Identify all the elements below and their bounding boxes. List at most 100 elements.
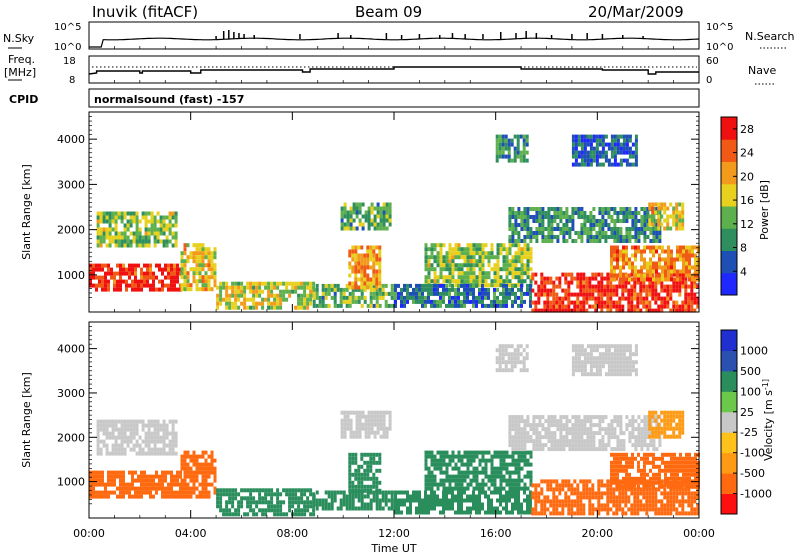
heatmap-cell — [357, 262, 360, 266]
heatmap-cell — [369, 457, 372, 461]
heatmap-cell — [470, 279, 473, 283]
heatmap-cell — [409, 499, 412, 503]
heatmap-cell — [356, 411, 359, 415]
heatmap-cell — [685, 254, 688, 258]
heatmap-cell — [446, 471, 449, 475]
heatmap-cell — [622, 258, 625, 262]
heatmap-cell — [361, 507, 364, 511]
heatmap-cell — [430, 304, 433, 308]
heatmap-cell — [380, 435, 383, 439]
heatmap-cell — [526, 139, 529, 143]
heatmap-cell — [466, 300, 469, 304]
heatmap-cell — [437, 251, 440, 255]
heatmap-cell — [380, 215, 383, 219]
heatmap-cell — [482, 487, 485, 491]
heatmap-cell — [163, 420, 166, 424]
heatmap-cell — [184, 495, 187, 499]
heatmap-cell — [555, 479, 558, 483]
heatmap-cell — [118, 436, 121, 440]
heatmap-cell — [484, 288, 487, 292]
heatmap-cell — [681, 285, 684, 289]
heatmap-cell — [472, 300, 475, 304]
heatmap-cell — [145, 432, 148, 436]
heatmap-cell — [347, 219, 350, 223]
heatmap-cell — [193, 471, 196, 475]
heatmap-cell — [458, 475, 461, 479]
heatmap-cell — [667, 274, 670, 278]
heatmap-cell — [353, 211, 356, 215]
heatmap-cell — [604, 219, 607, 223]
heatmap-cell — [600, 483, 603, 487]
heatmap-cell — [625, 250, 628, 254]
heatmap-cell — [575, 151, 578, 155]
heatmap-cell — [479, 279, 482, 283]
heatmap-cell — [193, 243, 196, 247]
heatmap-cell — [187, 271, 190, 275]
heatmap-cell — [482, 451, 485, 455]
heatmap-cell — [587, 139, 590, 143]
heatmap-cell — [687, 297, 690, 301]
heatmap-cell — [631, 266, 634, 270]
heatmap-cell — [228, 306, 231, 310]
heatmap-cell — [118, 448, 121, 452]
heatmap-cell — [478, 495, 481, 499]
heatmap-cell — [412, 491, 415, 495]
heatmap-cell — [158, 280, 161, 284]
heatmap-cell — [555, 277, 558, 281]
heatmap-cell — [594, 289, 597, 293]
heatmap-cell — [113, 471, 116, 475]
heatmap-cell — [107, 288, 110, 292]
heatmap-cell — [136, 420, 139, 424]
heatmap-cell — [687, 305, 690, 309]
heatmap-cell — [470, 483, 473, 487]
heatmap-cell — [476, 475, 479, 479]
heatmap-cell — [573, 293, 576, 297]
heatmap-cell — [437, 451, 440, 455]
heatmap-cell — [655, 465, 658, 469]
heatmap-cell — [143, 272, 146, 276]
heatmap-cell — [479, 459, 482, 463]
heatmap-cell — [255, 282, 258, 286]
heatmap-cell — [151, 212, 154, 216]
heatmap-cell — [328, 503, 331, 507]
heatmap-cell — [508, 511, 511, 515]
heatmap-cell — [579, 293, 582, 297]
heatmap-cell — [588, 511, 591, 515]
heatmap-cell — [649, 239, 652, 243]
heatmap-cell — [467, 483, 470, 487]
heatmap-cell — [478, 499, 481, 503]
heatmap-cell — [303, 302, 306, 306]
heatmap-cell — [597, 285, 600, 289]
heatmap-cell — [353, 431, 356, 435]
heatmap-cell — [143, 280, 146, 284]
heatmap-cell — [341, 435, 344, 439]
heatmap-cell — [359, 203, 362, 207]
heatmap-cell — [538, 231, 541, 235]
heatmap-cell — [517, 511, 520, 515]
heatmap-cell — [606, 499, 609, 503]
heatmap-cell — [368, 211, 371, 215]
heatmap-cell — [491, 279, 494, 283]
heatmap-cell — [155, 264, 158, 268]
heatmap-cell — [234, 306, 237, 310]
heatmap-cell — [328, 292, 331, 296]
heatmap-cell — [205, 275, 208, 279]
heatmap-cell — [685, 250, 688, 254]
heatmap-cell — [598, 219, 601, 223]
heatmap-cell — [643, 481, 646, 485]
heatmap-cell — [328, 491, 331, 495]
heatmap-cell — [356, 203, 359, 207]
heatmap-cell — [458, 455, 461, 459]
heatmap-cell — [434, 475, 437, 479]
heatmap-cell — [681, 301, 684, 305]
heatmap-cell — [631, 461, 634, 465]
heatmap-cell — [514, 159, 517, 163]
heatmap-cell — [300, 298, 303, 302]
heatmap-cell — [234, 508, 237, 512]
heatmap-cell — [199, 247, 202, 251]
heatmap-cell — [505, 155, 508, 159]
heatmap-cell — [530, 475, 533, 479]
heatmap-cell — [134, 288, 137, 292]
heatmap-cell — [535, 207, 538, 211]
heatmap-cell — [160, 428, 163, 432]
